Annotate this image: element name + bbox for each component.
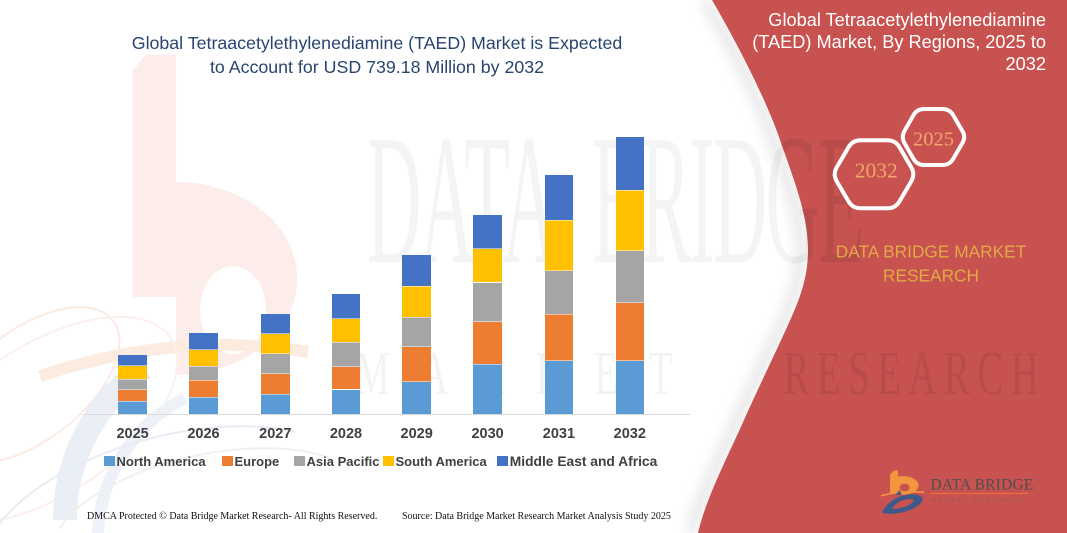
svg-text:2025: 2025 (913, 129, 954, 151)
svg-text:DATA BRIDGE MARKET: DATA BRIDGE MARKET (836, 242, 1027, 262)
svg-text:RESEARCH: RESEARCH (784, 340, 1047, 409)
svg-text:RESEARCH: RESEARCH (784, 340, 1047, 409)
svg-text:DATA: DATA (367, 97, 557, 303)
svg-text:DATA BRIDGE: DATA BRIDGE (930, 477, 1033, 494)
svg-text:RESEARCH: RESEARCH (883, 266, 979, 286)
svg-text:2032: 2032 (855, 159, 898, 183)
svg-text:MARKET RESEARCH: MARKET RESEARCH (931, 498, 1025, 505)
